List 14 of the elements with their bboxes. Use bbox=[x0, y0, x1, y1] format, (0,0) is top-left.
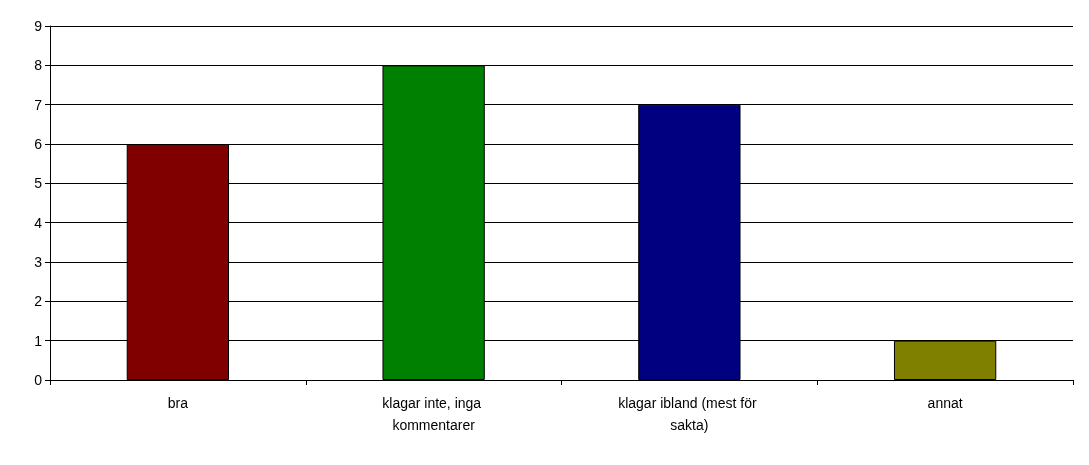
y-tick-label: 7 bbox=[34, 96, 43, 113]
y-tick-label: 9 bbox=[34, 18, 43, 34]
x-tick-label: bra bbox=[167, 395, 189, 411]
y-tick-label: 6 bbox=[34, 136, 43, 152]
x-tick-label: klagar ibland (mest för sakta) bbox=[618, 395, 761, 433]
y-tick-label: 8 bbox=[34, 57, 43, 74]
y-tick-label: 5 bbox=[34, 175, 43, 192]
x-tick-label: annat bbox=[927, 395, 963, 411]
y-tick-label: 0 bbox=[34, 372, 43, 388]
y-tick-label: 3 bbox=[34, 254, 43, 270]
y-tick-label: 1 bbox=[34, 332, 43, 349]
x-tick-label: klagar inte, inga kommentarer bbox=[382, 395, 485, 433]
y-tick-label: 4 bbox=[34, 214, 43, 231]
y-tick-label: 2 bbox=[34, 293, 43, 310]
